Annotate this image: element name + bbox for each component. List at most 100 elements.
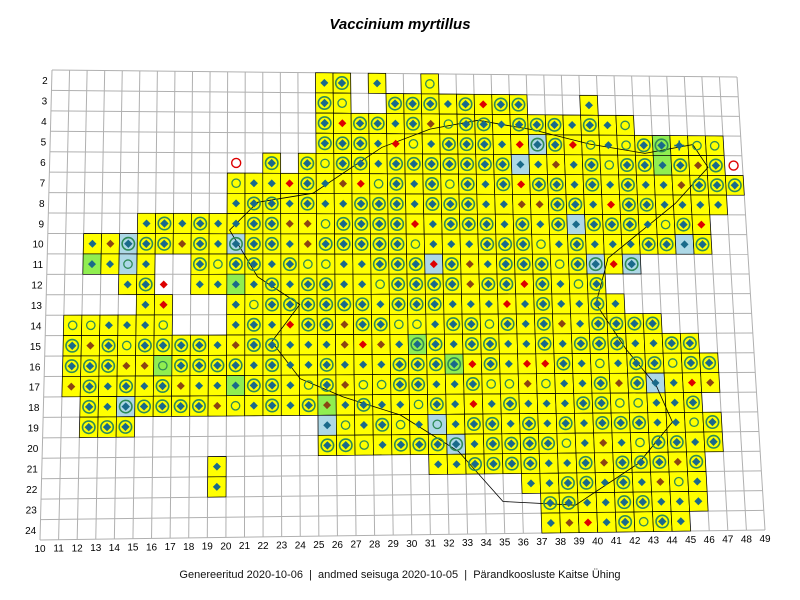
ringed-diamond-icon xyxy=(246,378,261,393)
ringed-diamond-icon xyxy=(249,199,259,208)
ringed-diamond-icon xyxy=(322,360,331,370)
ringed-diamond-icon xyxy=(676,161,685,170)
open-circle-icon xyxy=(595,358,605,369)
column-label: 37 xyxy=(536,537,548,548)
filled-diamond-icon xyxy=(357,260,366,269)
ringed-diamond-icon xyxy=(503,319,512,329)
occupied-cell xyxy=(499,373,520,395)
ringed-diamond-icon xyxy=(462,139,471,149)
filled-diamond-icon xyxy=(395,340,404,349)
ringed-diamond-icon xyxy=(712,181,722,190)
ringed-diamond-icon xyxy=(550,140,560,149)
open-circle-icon xyxy=(213,259,223,269)
ringed-diamond-icon xyxy=(650,358,659,368)
ringed-diamond-icon xyxy=(322,320,331,329)
column-label: 47 xyxy=(722,535,734,546)
ringed-diamond-icon xyxy=(118,399,133,414)
ringed-diamond-icon xyxy=(137,399,152,414)
ringed-diamond-icon xyxy=(425,197,440,212)
ringed-diamond-icon xyxy=(411,259,420,269)
ringed-diamond-icon xyxy=(336,216,351,231)
filled-diamond-icon xyxy=(543,419,552,428)
red-diamond-icon xyxy=(568,140,577,149)
ringed-diamond-icon xyxy=(706,434,721,449)
ringed-diamond-icon xyxy=(683,355,698,370)
open-circle-icon xyxy=(375,279,385,290)
column-label: 27 xyxy=(350,540,362,551)
ringed-diamond-icon xyxy=(645,316,660,331)
ringed-diamond-icon xyxy=(159,239,169,249)
filled-diamond-icon xyxy=(286,340,295,349)
ringed-diamond-icon xyxy=(545,498,555,508)
filled-diamond-icon xyxy=(141,300,150,309)
occupied-cell xyxy=(226,395,246,417)
ringed-diamond-icon xyxy=(569,237,584,252)
column-label: 30 xyxy=(406,539,418,550)
ringed-diamond-icon xyxy=(264,297,279,312)
occupied-cell xyxy=(479,313,500,335)
filled-diamond-icon xyxy=(140,382,149,391)
ringed-diamond-icon xyxy=(267,360,277,370)
open-circle-icon xyxy=(620,120,631,131)
ringed-diamond-icon xyxy=(623,180,633,190)
ringed-diamond-icon xyxy=(464,219,473,229)
ringed-diamond-icon xyxy=(539,319,549,329)
brown-diamond-icon xyxy=(677,181,686,190)
ringed-diamond-icon xyxy=(428,357,443,372)
row-label: 7 xyxy=(40,178,46,189)
filled-diamond-icon xyxy=(604,141,613,150)
ringed-diamond-icon xyxy=(620,517,630,527)
ringed-diamond-icon xyxy=(502,279,511,289)
ringed-diamond-icon xyxy=(119,379,134,394)
ringed-diamond-icon xyxy=(317,116,332,131)
ringed-diamond-icon xyxy=(433,440,442,449)
ringed-diamond-icon xyxy=(427,179,437,189)
ringed-diamond-icon xyxy=(406,156,421,171)
ringed-diamond-icon xyxy=(395,380,405,389)
ringed-diamond-icon xyxy=(548,137,563,152)
ringed-diamond-icon xyxy=(267,401,277,410)
filled-diamond-icon xyxy=(340,280,349,289)
ringed-diamond-icon xyxy=(486,456,501,471)
ringed-diamond-icon xyxy=(647,356,662,371)
ringed-diamond-icon xyxy=(662,240,671,249)
brown-diamond-icon xyxy=(517,200,526,209)
occupied-cell xyxy=(405,233,425,255)
filled-diamond-icon xyxy=(358,280,367,289)
ringed-diamond-icon xyxy=(413,380,423,389)
ringed-diamond-icon xyxy=(479,120,488,129)
column-label: 33 xyxy=(462,538,474,549)
filled-diamond-icon xyxy=(669,378,678,387)
ringed-diamond-icon xyxy=(426,99,435,109)
row-label: 24 xyxy=(25,526,37,537)
row-label: 16 xyxy=(29,362,41,373)
occupied-cell xyxy=(655,214,676,235)
ringed-diamond-icon xyxy=(100,420,115,435)
occupied-cell xyxy=(427,413,448,435)
ringed-diamond-icon xyxy=(564,498,573,508)
filled-diamond-icon xyxy=(178,219,187,228)
ringed-diamond-icon xyxy=(483,356,498,371)
filled-diamond-icon xyxy=(340,360,349,369)
ringed-diamond-icon xyxy=(592,279,601,289)
red-diamond-icon xyxy=(159,300,168,309)
ringed-diamond-icon xyxy=(318,236,333,251)
column-label: 48 xyxy=(741,534,753,545)
ringed-diamond-icon xyxy=(101,358,116,373)
column-label: 44 xyxy=(666,535,678,546)
filled-diamond-icon xyxy=(410,179,419,188)
generated-date: Genereeritud 2020-10-06 xyxy=(179,569,303,581)
column-label: 43 xyxy=(648,536,660,547)
ringed-diamond-icon xyxy=(319,377,334,392)
filled-diamond-icon xyxy=(614,359,623,368)
filled-diamond-icon xyxy=(602,518,611,527)
filled-diamond-icon xyxy=(554,240,563,249)
red-diamond-icon xyxy=(697,220,706,229)
open-circle-icon xyxy=(573,279,584,289)
ringed-diamond-icon xyxy=(616,475,631,490)
ringed-diamond-icon xyxy=(688,398,698,407)
red-diamond-icon xyxy=(607,200,616,209)
filled-diamond-icon xyxy=(568,120,577,129)
ringed-diamond-icon xyxy=(249,340,259,350)
filled-diamond-icon xyxy=(414,420,423,429)
